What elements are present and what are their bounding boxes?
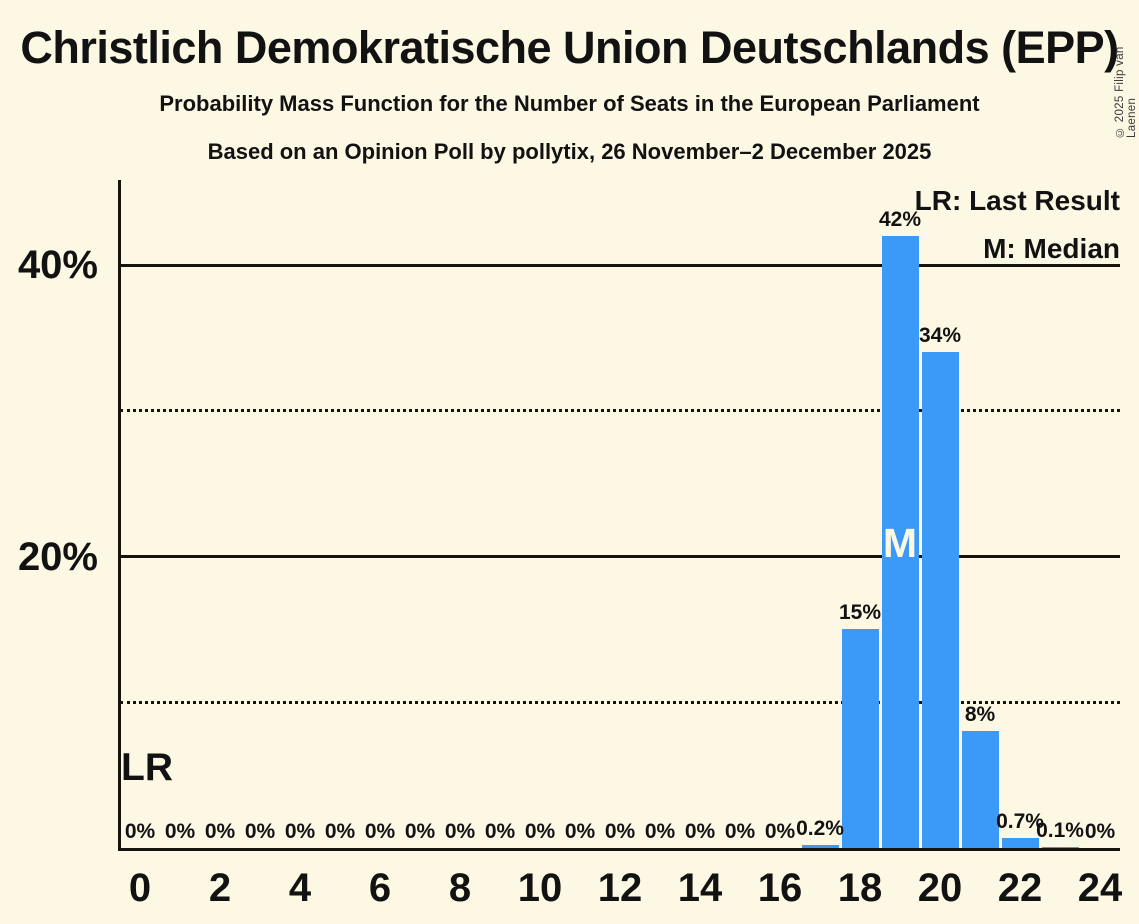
bar-seat-19	[881, 235, 919, 848]
last-result-marker: LR	[121, 746, 173, 789]
chart-source-line: Based on an Opinion Poll by pollytix, 26…	[207, 139, 932, 164]
bar-label-seat-16: 0%	[764, 820, 796, 843]
bar-seat-18	[841, 629, 879, 848]
bar-label-seat-11: 0%	[564, 820, 596, 843]
bar-seat-22	[1001, 837, 1039, 848]
y-tick-label-20: 20%	[17, 534, 98, 579]
x-tick-label-0: 0	[128, 866, 152, 910]
bar-label-seat-9: 0%	[484, 820, 516, 843]
bar-label-seat-15: 0%	[724, 820, 756, 843]
bar-label-seat-14: 0%	[684, 820, 716, 843]
bar-label-seat-6: 0%	[364, 820, 396, 843]
bar-label-seat-24: 0%	[1084, 820, 1116, 843]
legend-median: M: Median	[983, 233, 1120, 264]
bar-label-seat-5: 0%	[324, 820, 356, 843]
legend-last-result: LR: Last Result	[914, 185, 1120, 216]
gridline-20pct	[120, 555, 1120, 558]
x-tick-label-20: 20	[917, 866, 963, 910]
bar-label-seat-17: 0.2%	[796, 817, 844, 841]
x-tick-label-16: 16	[757, 866, 803, 910]
y-axis	[118, 180, 121, 851]
bar-label-seat-10: 0%	[524, 820, 556, 843]
bar-label-seat-3: 0%	[244, 820, 276, 843]
bar-label-seat-21: 8%	[964, 703, 996, 727]
bar-seat-20	[921, 352, 959, 848]
x-tick-label-10: 10	[517, 866, 563, 910]
bar-label-seat-1: 0%	[164, 820, 196, 843]
x-tick-label-2: 2	[208, 866, 232, 910]
bar-label-seat-13: 0%	[644, 820, 676, 843]
bar-label-seat-7: 0%	[404, 820, 436, 843]
bar-label-seat-0: 0%	[124, 820, 156, 843]
y-tick-label-40: 40%	[17, 243, 98, 287]
x-tick-label-24: 24	[1077, 866, 1123, 910]
x-axis	[118, 848, 1120, 851]
x-tick-label-22: 22	[997, 866, 1043, 910]
bar-label-seat-4: 0%	[284, 820, 316, 843]
x-tick-label-12: 12	[597, 866, 643, 910]
bar-label-seat-12: 0%	[604, 820, 636, 843]
x-tick-label-4: 4	[288, 866, 312, 910]
chart-subtitle: Probability Mass Function for the Number…	[159, 91, 980, 116]
bar-label-seat-8: 0%	[444, 820, 476, 843]
x-tick-label-6: 6	[368, 866, 392, 910]
bar-seat-23	[1041, 846, 1079, 848]
gridline-30pct	[120, 409, 1120, 413]
x-tick-label-18: 18	[837, 866, 883, 910]
bar-label-seat-19: 42%	[878, 207, 922, 231]
bar-label-seat-20: 34%	[918, 324, 962, 348]
chart-title: Christlich Demokratische Union Deutschla…	[20, 22, 1119, 73]
bar-seat-17	[801, 845, 839, 848]
bar-label-seat-23: 0.1%	[1036, 818, 1084, 842]
copyright-notice: © 2025 Filip van Laenen	[1114, 46, 1138, 138]
bar-seat-21	[961, 731, 999, 848]
x-tick-label-8: 8	[448, 866, 472, 910]
median-marker: M	[882, 520, 918, 566]
x-tick-label-14: 14	[677, 866, 723, 910]
bar-label-seat-22: 0.7%	[996, 809, 1044, 833]
bar-label-seat-18: 15%	[838, 601, 882, 625]
bar-label-seat-2: 0%	[204, 820, 236, 843]
gridline-10pct	[120, 700, 1120, 704]
gridline-40pct	[120, 263, 1120, 267]
